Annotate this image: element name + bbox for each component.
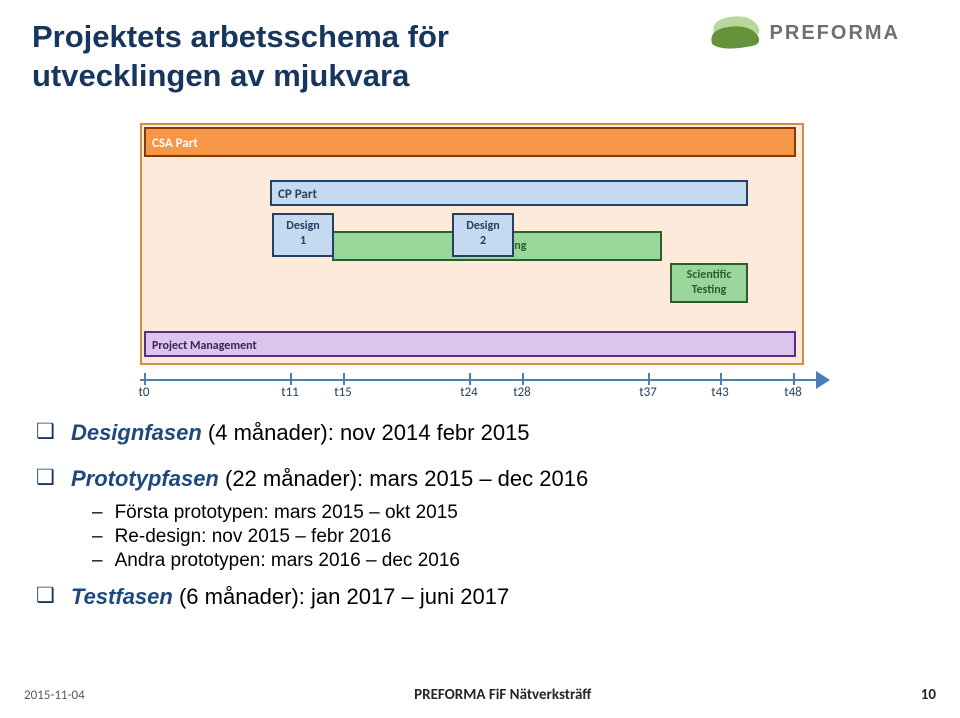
designfasen-label: Designfasen [71, 420, 202, 445]
sub-bullet-2: –Re-design: nov 2015 – febr 2016 [92, 526, 924, 548]
square-bullet-icon: ❑ [36, 466, 55, 489]
sub2-text: Re-design: nov 2015 – febr 2016 [115, 526, 392, 547]
sub1-text: Första prototypen: mars 2015 – okt 2015 [115, 502, 458, 523]
axis-line [140, 379, 820, 381]
square-bullet-icon: ❑ [36, 584, 55, 607]
sci-l1: Scientific [687, 268, 732, 282]
scientific-testing-box: Scientific Testing [670, 263, 748, 303]
design2-box: Design 2 [452, 213, 514, 257]
axis-tick-label: t11 [270, 385, 310, 400]
design2-l2: 2 [480, 234, 486, 248]
title-line2: utvecklingen av mjukvara [32, 58, 409, 93]
design1-l1: Design [286, 219, 319, 233]
axis-tick [648, 373, 650, 385]
dash-bullet-icon: – [92, 502, 103, 523]
bullet-testfasen: ❑ Testfasen (6 månader): jan 2017 – juni… [36, 584, 924, 610]
footer-title: PREFORMA FiF Nätverksträff [414, 686, 591, 704]
content-block: ❑ Designfasen (4 månader): nov 2014 febr… [36, 420, 924, 620]
axis-tick-label: t37 [628, 385, 668, 400]
dash-bullet-icon: – [92, 550, 103, 571]
bullet-prototypfasen: ❑ Prototypfasen (22 månader): mars 2015 … [36, 466, 924, 492]
design1-l2: 1 [300, 234, 306, 248]
designfasen-text: (4 månader): nov 2014 febr 2015 [202, 420, 530, 445]
footer-page-number: 10 [921, 686, 936, 704]
sub-bullet-3: –Andra prototypen: mars 2016 – dec 2016 [92, 550, 924, 572]
sub3-text: Andra prototypen: mars 2016 – dec 2016 [115, 550, 460, 571]
dash-bullet-icon: – [92, 526, 103, 547]
axis-tick-label: t24 [449, 385, 489, 400]
design1-box: Design 1 [272, 213, 334, 257]
axis-tick [144, 373, 146, 385]
slide: Projektets arbetsschema för utvecklingen… [0, 0, 960, 718]
gantt-chart: CSA Part CP Part Design 1 Design 2 Proto… [140, 115, 830, 405]
testfasen-label: Testfasen [71, 584, 173, 609]
prototypfasen-label: Prototypfasen [71, 466, 219, 491]
prototypfasen-text: (22 månader): mars 2015 – dec 2016 [219, 466, 588, 491]
design2-l1: Design [466, 219, 499, 233]
axis-tick-label: t15 [323, 385, 363, 400]
axis-tick-label: t48 [773, 385, 813, 400]
axis-tick-label: t43 [700, 385, 740, 400]
bullet-designfasen: ❑ Designfasen (4 månader): nov 2014 febr… [36, 420, 924, 446]
footer-date: 2015-11-04 [24, 688, 85, 703]
axis-tick [343, 373, 345, 385]
sub-bullet-1: –Första prototypen: mars 2015 – okt 2015 [92, 502, 924, 524]
cp-bar: CP Part [270, 180, 748, 206]
axis-arrow-icon [816, 371, 830, 389]
axis-tick [793, 373, 795, 385]
axis-tick [469, 373, 471, 385]
title-line1: Projektets arbetsschema för [32, 19, 449, 54]
logo-text: PREFORMA [770, 22, 900, 45]
square-bullet-icon: ❑ [36, 420, 55, 443]
preforma-logo: PREFORMA [708, 12, 900, 54]
axis-tick [290, 373, 292, 385]
testfasen-text: (6 månader): jan 2017 – juni 2017 [173, 584, 509, 609]
project-management-bar: Project Management [144, 331, 796, 357]
slide-title: Projektets arbetsschema för utvecklingen… [32, 18, 449, 96]
axis-tick [522, 373, 524, 385]
axis-tick [720, 373, 722, 385]
csa-bar: CSA Part [144, 127, 796, 157]
axis-tick-label: t0 [124, 385, 164, 400]
sci-l2: Testing [692, 283, 727, 297]
logo-icon [708, 12, 762, 54]
axis-tick-label: t28 [502, 385, 542, 400]
footer: 2015-11-04 PREFORMA FiF Nätverksträff 10 [24, 686, 936, 704]
